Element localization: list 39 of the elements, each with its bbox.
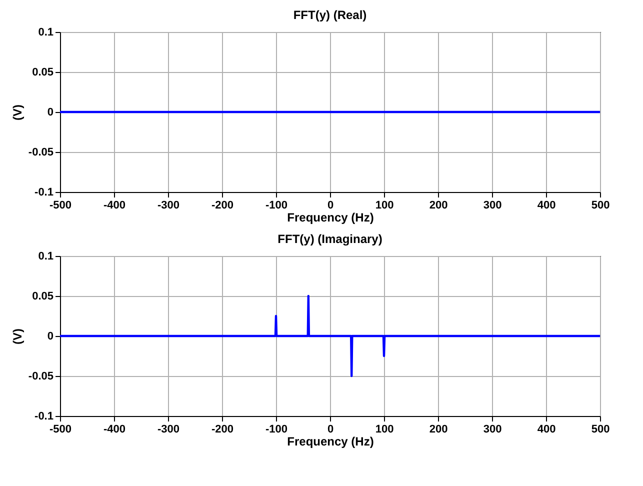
x-axis-title: Frequency (Hz) [287,434,374,448]
x-tick-label: 0 [327,424,334,436]
y-tick-label: 0.05 [32,290,54,302]
y-tick-label: -0.05 [28,370,54,382]
y-axis-title: (V) [10,328,24,344]
chart-title: FFT(y) (Imaginary) [278,232,382,246]
x-tick-label: -500 [49,200,72,212]
x-tick-label: -200 [211,200,234,212]
y-tick-label: 0 [47,106,54,118]
x-tick-label: 100 [375,424,394,436]
x-tick-label: 0 [327,200,334,212]
y-tick-label: 0.1 [38,250,54,262]
x-tick-label: -300 [157,200,180,212]
x-tick-label: 200 [429,200,448,212]
x-tick-label: -400 [103,424,126,436]
y-tick-label: 0.1 [38,26,54,38]
y-tick-label: 0 [47,330,54,342]
x-tick-label: -100 [265,424,288,436]
x-tick-label: 300 [483,200,502,212]
y-axis-title: (V) [10,104,24,120]
y-tick-label: -0.1 [34,410,54,422]
x-tick-label: -300 [157,424,180,436]
x-tick-label: 100 [375,200,394,212]
x-tick-label: 200 [429,424,448,436]
x-tick-label: -100 [265,200,288,212]
x-tick-label: 500 [591,424,610,436]
y-tick-label: -0.1 [34,186,54,198]
line-series [58,294,602,378]
x-tick-label: 300 [483,424,502,436]
x-tick-label: 500 [591,200,610,212]
x-axis-title: Frequency (Hz) [287,210,374,224]
y-tick-label: -0.05 [28,146,54,158]
x-tick-label: -500 [49,424,72,436]
x-tick-label: -200 [211,424,234,436]
x-tick-label: -400 [103,200,126,212]
y-tick-label: 0.05 [32,66,54,78]
x-tick-label: 400 [537,200,556,212]
chart-title: FFT(y) (Real) [293,8,367,22]
x-tick-label: 400 [537,424,556,436]
